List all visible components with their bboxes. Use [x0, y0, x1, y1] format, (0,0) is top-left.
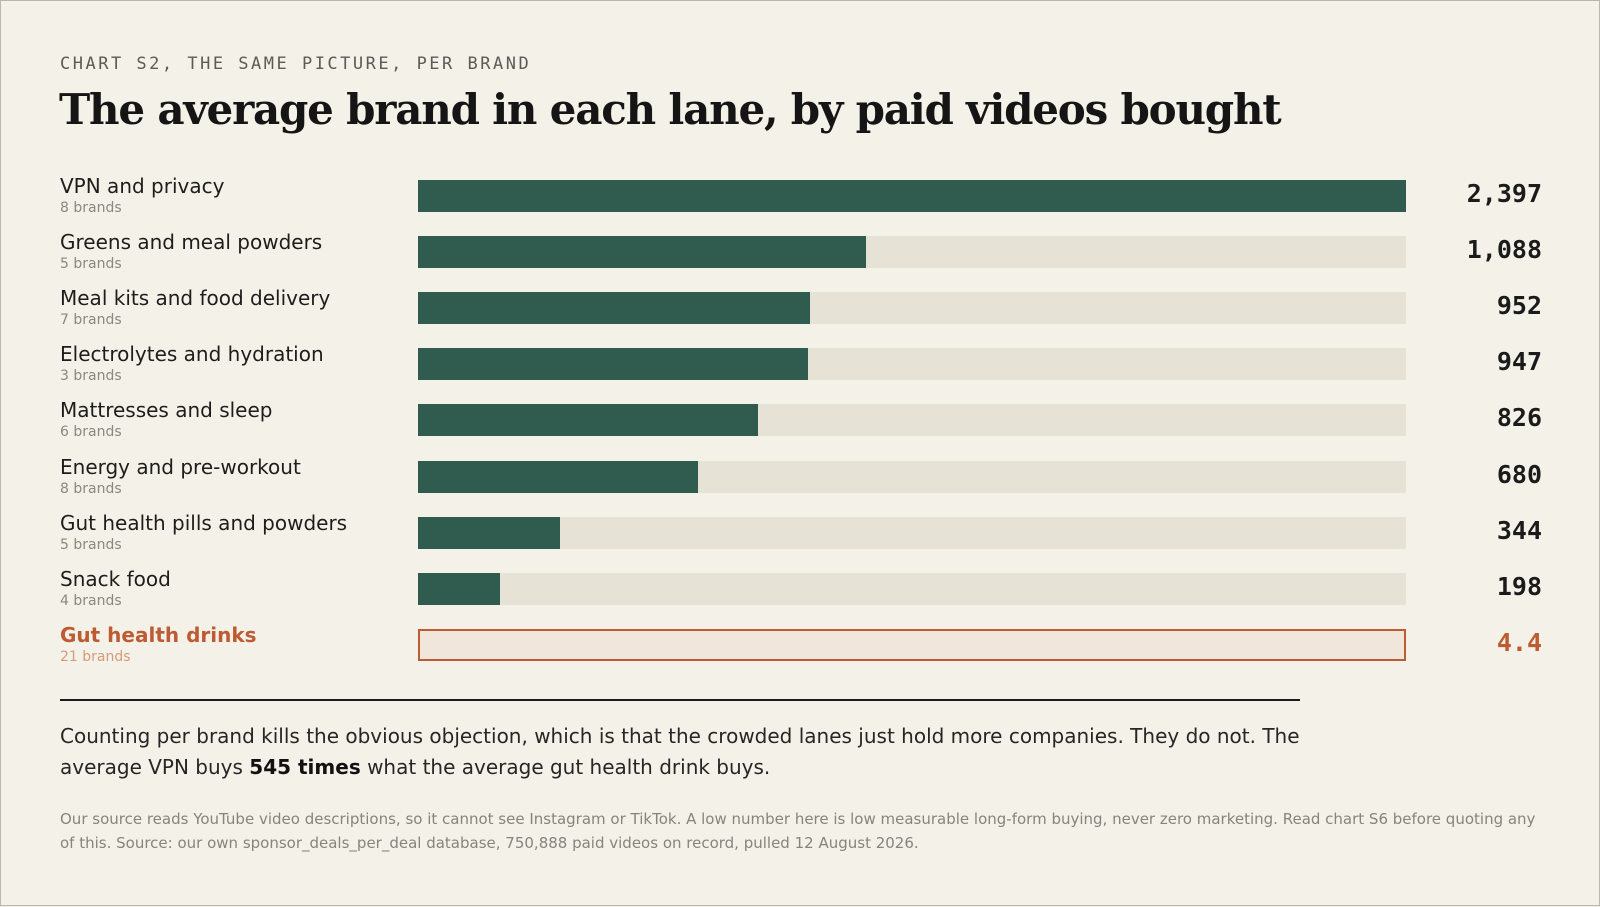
chart-title: The average brand in each lane, by paid … [59, 85, 1282, 134]
bar-track [418, 572, 1406, 605]
bar-value-label: 198 [1496, 571, 1542, 601]
bar-track [418, 460, 1406, 493]
category-brand-count: 5 brands [60, 536, 122, 553]
bar-track [418, 404, 1406, 437]
category-brand-count: 3 brands [60, 368, 122, 385]
bar-value-label: 826 [1496, 403, 1542, 433]
summary-text: Counting per brand kills the obvious obj… [60, 721, 1360, 783]
category-label: Greens and meal powders [60, 230, 323, 255]
source-note: Our source reads YouTube video descripti… [60, 810, 1536, 852]
category-brand-count: 5 brands [60, 256, 122, 273]
bar-value-label: 344 [1496, 515, 1542, 545]
bar-track [418, 516, 1406, 549]
summary-emphasis: 545 times [249, 755, 361, 779]
category-brand-count: 4 brands [60, 592, 122, 609]
bar-value-label: 680 [1496, 459, 1542, 489]
summary-text-end: what the average gut health drink buys. [360, 755, 771, 779]
bar-track [418, 348, 1406, 381]
category-brand-count: 7 brands [60, 312, 122, 329]
category-brand-count: 6 brands [60, 424, 122, 441]
bar [418, 180, 1406, 212]
chart-kicker: CHART S2, THE SAME PICTURE, PER BRAND [60, 54, 532, 74]
category-label: Snack food [60, 566, 171, 591]
summary-text-start: Counting per brand kills the obvious obj… [60, 724, 1300, 779]
bar-value-label: 2,397 [1466, 179, 1542, 208]
category-label: Electrolytes and hydration [60, 342, 324, 367]
category-brand-count: 8 brands [60, 200, 122, 216]
divider-rule [60, 699, 1300, 701]
bar-track [418, 236, 1406, 269]
bar-track [418, 628, 1406, 663]
bar-value-label: 947 [1496, 347, 1542, 377]
category-label: Mattresses and sleep [60, 398, 273, 423]
bar-value-label: 1,088 [1466, 235, 1542, 265]
bar-track [418, 292, 1406, 325]
bar [420, 631, 422, 663]
bar-track [418, 180, 1406, 212]
bar [418, 404, 758, 437]
category-label: VPN and privacy [60, 174, 225, 198]
bar [418, 236, 866, 269]
bar [418, 572, 500, 605]
category-label: Meal kits and food delivery [60, 286, 331, 311]
bar-value-label: 4.4 [1496, 627, 1542, 657]
category-brand-count: 8 brands [60, 480, 122, 497]
category-label: Gut health pills and powders [60, 510, 348, 535]
bar-value-label: 952 [1496, 291, 1542, 321]
bar [418, 460, 698, 493]
bar [418, 348, 808, 381]
category-label: Energy and pre-workout [60, 454, 301, 479]
category-label: Gut health drinks [60, 622, 257, 647]
category-brand-count: 21 brands [60, 648, 131, 665]
bar [418, 292, 810, 325]
bar [418, 516, 560, 549]
